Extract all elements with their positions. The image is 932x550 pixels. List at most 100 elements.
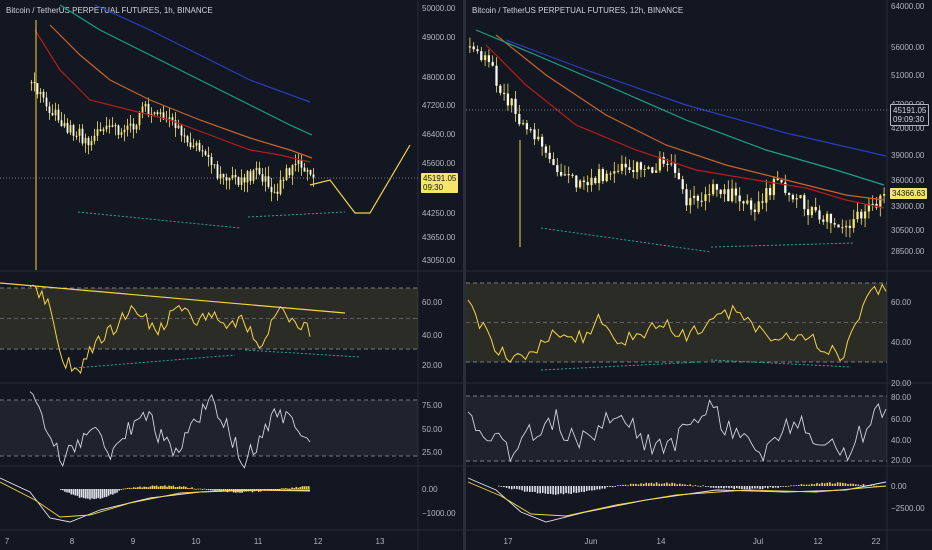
macd-bar — [782, 486, 785, 487]
rsi-line — [467, 283, 887, 363]
macd-bar — [155, 485, 158, 489]
candle-body — [468, 46, 472, 48]
macd-signal-line — [0, 481, 311, 518]
macd-bar — [684, 484, 686, 486]
macd-bar — [679, 483, 681, 486]
macd-bar — [521, 486, 523, 491]
candle-body — [87, 137, 90, 146]
macd-bar — [197, 488, 200, 490]
price-axis-label: 51000.00 — [891, 71, 925, 80]
ma-orange — [495, 34, 885, 201]
candle-body — [63, 122, 66, 127]
macd-bar — [588, 486, 591, 491]
macd-bar — [777, 486, 779, 488]
candle-body — [624, 163, 627, 168]
macd-bar — [151, 485, 154, 489]
rsi-divergence-line-2 — [244, 349, 361, 358]
macd-bar — [130, 488, 133, 490]
macd-bar — [735, 486, 738, 489]
candlestick-series — [30, 72, 315, 202]
candle-body — [174, 120, 177, 129]
pane-divider[interactable] — [463, 0, 466, 550]
candle-body — [90, 141, 93, 146]
macd-bar — [565, 486, 567, 494]
macd-bar — [60, 489, 62, 490]
macd-bar — [710, 486, 712, 488]
macd-bar — [810, 483, 813, 486]
candle-body — [162, 112, 165, 120]
price-axis-label: 39000.00 — [891, 151, 925, 160]
macd-bar — [516, 486, 518, 490]
macd-bar — [826, 482, 829, 486]
stoch-axis-label: 80.00 — [891, 393, 912, 402]
candle-body — [506, 93, 510, 106]
macd-bar — [276, 489, 279, 490]
macd-bar — [529, 486, 531, 493]
candle-body — [787, 192, 791, 195]
macd-bar — [97, 489, 100, 498]
macd-bar — [503, 486, 505, 488]
candle-body — [757, 201, 760, 213]
macd-bar — [629, 483, 632, 486]
macd-bar — [182, 486, 185, 489]
candle-body — [810, 207, 814, 216]
chart-pane-12h[interactable]: Bitcoin / TetherUS PERPETUAL FUTURES, 12… — [466, 0, 932, 550]
chart-canvas-1h[interactable]: 50000.00 49000.00 48000.00 47200.00 46400.00… — [0, 0, 463, 550]
candle-body — [681, 179, 684, 190]
candle-body — [654, 170, 658, 173]
macd-bar — [650, 482, 653, 486]
candle-body — [207, 154, 210, 157]
macd-axis-label: 0.00 — [891, 482, 907, 491]
macd-bar — [266, 489, 268, 490]
macd-bar — [78, 489, 81, 498]
rsi-axis-label: 60.00 — [422, 298, 443, 307]
macd-bar — [769, 486, 772, 488]
chart-canvas-12h[interactable]: 64000.0056000.0051000.0047000.0042000.00… — [466, 0, 932, 550]
macd-bar — [201, 489, 204, 490]
macd-bar — [627, 485, 629, 487]
candle-body — [662, 156, 665, 164]
macd-bar — [743, 486, 746, 490]
macd-bar — [774, 486, 777, 488]
candle-body — [692, 195, 696, 199]
macd-bar — [609, 486, 611, 487]
candle-body — [548, 152, 551, 160]
macd-bar — [91, 489, 93, 499]
candle-body — [837, 224, 840, 228]
candle-body — [141, 106, 144, 114]
candle-body — [285, 168, 288, 181]
candle-body — [288, 168, 291, 176]
candle-body — [856, 211, 859, 220]
macd-bar — [99, 489, 102, 499]
price-axis-label: 43650.00 — [422, 233, 456, 242]
chart-pane-1h[interactable]: Bitcoin / TetherUS PERPETUAL FUTURES, 1h… — [0, 0, 463, 550]
macd-bar — [66, 489, 68, 493]
macd-bar — [534, 486, 536, 492]
candle-body — [33, 82, 36, 84]
candle-body — [582, 180, 586, 183]
macd-bar — [622, 484, 624, 486]
candle-body — [848, 225, 852, 228]
macd-bar — [606, 486, 609, 488]
macd-bar — [95, 489, 98, 499]
crosshair-price-tag-12h: 45191.05 09:09:30 — [890, 104, 930, 126]
stoch-axis-label: 50.00 — [422, 425, 443, 434]
macd-bar — [145, 486, 148, 489]
macd-bar — [637, 484, 640, 486]
candle-body — [222, 173, 225, 178]
candle-body — [730, 188, 734, 202]
stoch-axis-label: 75.00 — [422, 401, 443, 410]
candle-body — [472, 46, 475, 50]
crosshair-countdown: 09:09:30 — [893, 115, 925, 124]
candle-body — [685, 189, 688, 206]
macd-bar — [189, 488, 191, 489]
candle-body — [114, 125, 117, 127]
rsi-divergence-line — [74, 354, 236, 369]
candle-body — [252, 170, 255, 181]
macd-bar — [285, 488, 287, 489]
macd-bar — [112, 489, 114, 495]
macd-bar — [505, 486, 508, 488]
macd-bar — [105, 489, 108, 497]
macd-bar — [821, 482, 823, 486]
macd-bar — [578, 486, 580, 493]
